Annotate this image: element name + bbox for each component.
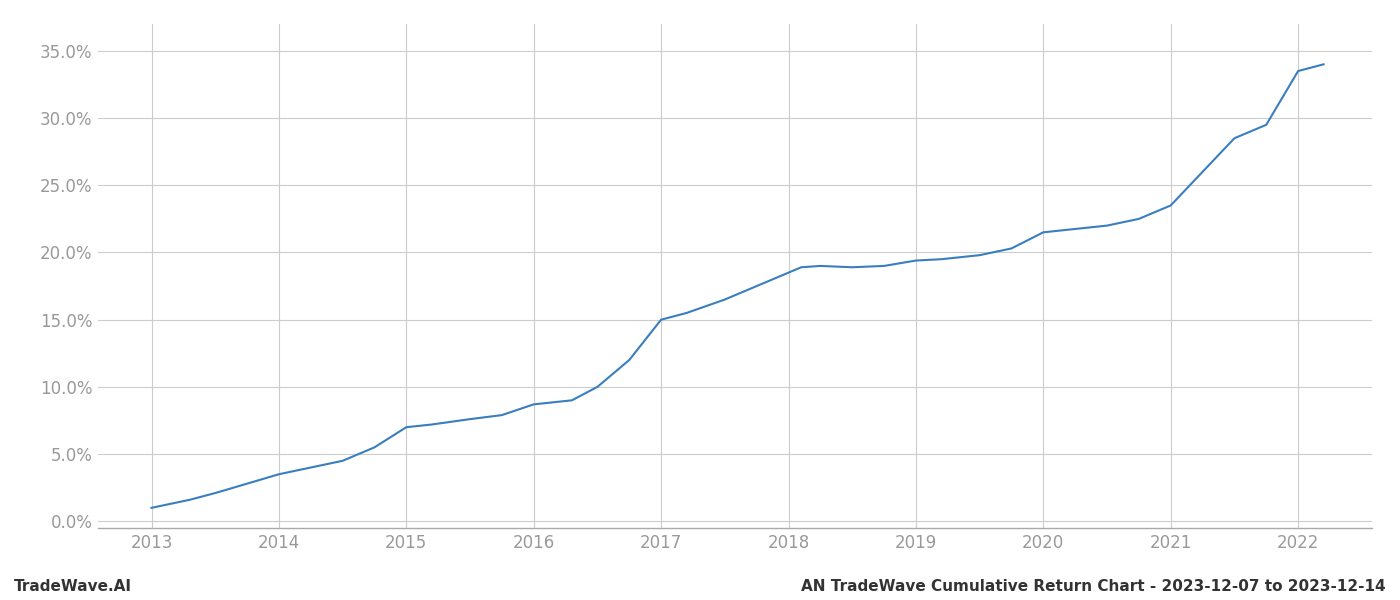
Text: TradeWave.AI: TradeWave.AI <box>14 579 132 594</box>
Text: AN TradeWave Cumulative Return Chart - 2023-12-07 to 2023-12-14: AN TradeWave Cumulative Return Chart - 2… <box>801 579 1386 594</box>
